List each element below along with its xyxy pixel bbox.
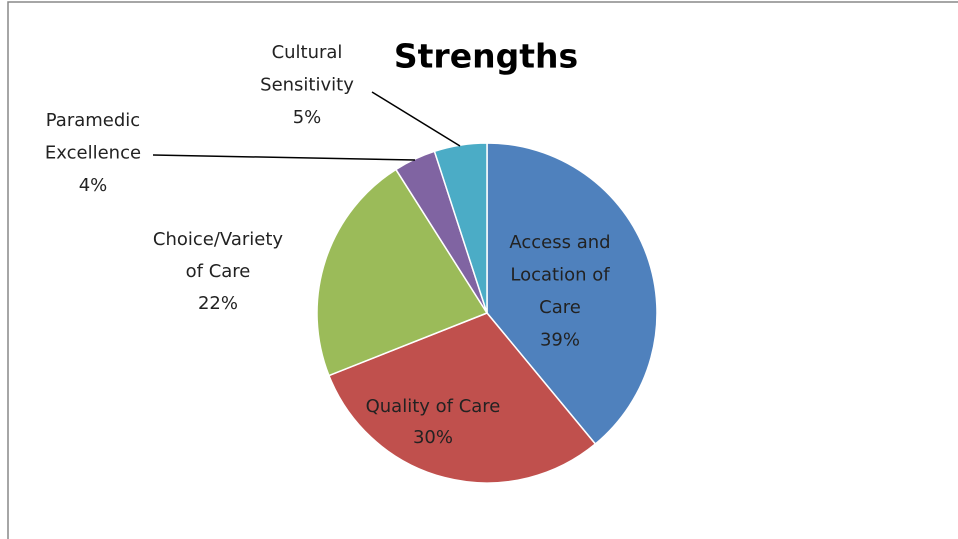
slice-label: Care: [539, 297, 581, 318]
slice-label: Paramedic: [46, 110, 140, 131]
chart-title: Strengths: [394, 37, 578, 76]
value-label: 5%: [293, 107, 322, 128]
pie-slice: [433, 142, 488, 314]
slice-label: of Care: [186, 261, 251, 282]
value-label: 39%: [540, 330, 580, 351]
slice-label: Quality of Care: [366, 396, 501, 417]
slice-label: Sensitivity: [260, 75, 354, 96]
leader-line: [152, 154, 416, 161]
slice-label: Cultural: [272, 42, 343, 63]
value-label: 22%: [198, 293, 238, 314]
chart-frame: [7, 1, 958, 539]
pie-slice: [316, 168, 489, 377]
slice-label: Choice/Variety: [153, 229, 284, 250]
slice-label: Location of: [510, 265, 610, 286]
leader-line: [371, 91, 461, 147]
pie-slice: [327, 312, 597, 484]
slice-label: Excellence: [45, 143, 141, 164]
value-label: 4%: [79, 175, 108, 196]
value-label: 30%: [413, 427, 453, 448]
pie-slice: [486, 142, 658, 446]
slice-label: Access and: [509, 232, 610, 253]
